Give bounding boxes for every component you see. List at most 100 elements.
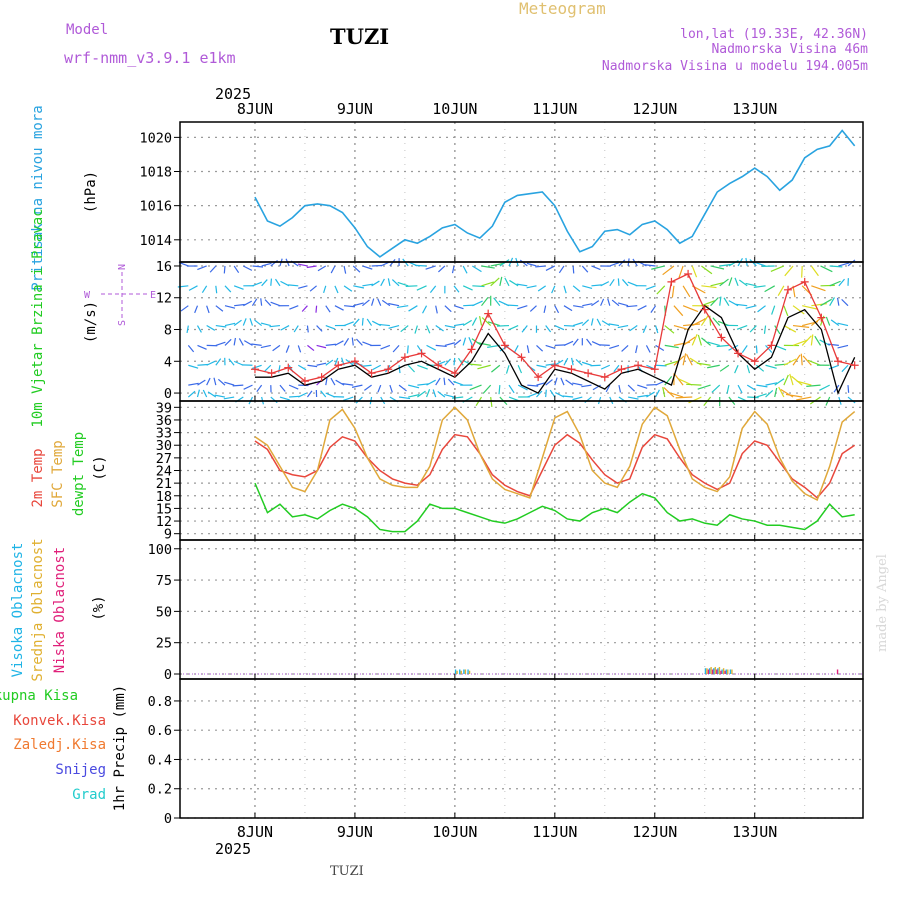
wind-arrow: [468, 364, 481, 365]
wind-arrow: [756, 394, 766, 397]
wind-speed-point: [634, 361, 642, 369]
wind-arrow: [472, 301, 482, 306]
axis-ticks: 1014101610181020048121691215182124273033…: [139, 130, 754, 827]
ytick-label-precip: 0.8: [148, 694, 172, 710]
wind-arrow: [779, 387, 784, 397]
wind-arrow: [326, 378, 327, 385]
wind-arrow: [711, 266, 724, 269]
panel-frame-cloud: [180, 540, 863, 679]
wind-arrow: [622, 279, 628, 285]
wind-unit: (m/s): [83, 301, 99, 343]
meteogram-title: Meteogram: [519, 0, 606, 18]
wind-arrow: [362, 342, 371, 345]
cloud-bar: [710, 667, 711, 674]
wind-arrow: [801, 354, 802, 366]
wind-arrow: [444, 378, 445, 385]
wind-arrow: [372, 281, 380, 286]
wind-arrow: [538, 286, 545, 291]
wind-arrow: [188, 391, 195, 397]
wind-arrow: [298, 286, 307, 288]
wind-arrow: [712, 385, 720, 392]
wind-arrow: [344, 266, 346, 274]
wind-arrow: [806, 385, 820, 386]
wind-arrow: [417, 365, 427, 369]
wind-arrow: [522, 326, 527, 333]
wind-arrow: [582, 362, 591, 365]
wind-arrow: [746, 306, 757, 309]
wind-arrow: [250, 318, 252, 325]
wind-arrow: [517, 306, 527, 309]
wind-arrow: [802, 266, 803, 278]
ytick-label-cloud: 100: [148, 542, 172, 558]
panel-frame-pressure: [180, 122, 863, 262]
wind-arrow: [830, 297, 835, 305]
cloud-bar: [724, 671, 725, 674]
wind-arrow: [527, 286, 537, 288]
wind-arrow: [224, 266, 225, 273]
compass-west: W: [84, 290, 91, 301]
wind-arrow: [765, 286, 775, 292]
wind-arrow: [689, 397, 702, 403]
dewpt-ylabel: dewpt Temp: [71, 432, 87, 516]
wind-arrow: [208, 392, 216, 397]
wind-arrow: [216, 342, 226, 345]
wind-arrow: [582, 304, 592, 306]
wind-arrow: [436, 306, 438, 314]
wind-speed-point: [484, 310, 492, 318]
wind-arrow: [609, 345, 619, 348]
wind-arrow: [747, 365, 749, 373]
wind-arrow: [848, 385, 849, 393]
wind-arrow: [393, 345, 399, 352]
wind-arrow: [582, 320, 588, 326]
wind-arrow: [756, 345, 757, 353]
wind-arrow: [720, 279, 729, 286]
wind-arrow: [215, 395, 225, 397]
wind-arrow: [563, 396, 574, 397]
date-label-bottom: 8JUN: [237, 823, 273, 841]
wind-speed-point: [801, 278, 809, 286]
wind-arrow: [839, 279, 845, 286]
wind-arrow: [546, 326, 551, 332]
altitude-label: Nadmorska Visina 46m: [711, 42, 868, 57]
wind-arrow: [207, 306, 209, 313]
wind-arrow: [302, 306, 307, 312]
wind-arrow: [270, 326, 280, 327]
wind-arrow: [344, 286, 352, 291]
wind-arrow: [229, 359, 234, 365]
wind-arrow: [698, 385, 711, 389]
wind-arrow: [378, 299, 381, 306]
wind-arrow: [535, 266, 545, 267]
wind-arrow: [778, 286, 784, 296]
compass-south: S: [117, 320, 128, 326]
wind-arrow: [796, 397, 811, 400]
wind-arrow: [415, 326, 417, 334]
wind-arrow: [307, 326, 308, 333]
wind-arrow: [218, 379, 225, 385]
wind-arrow: [181, 306, 188, 311]
wind-arrow: [331, 266, 335, 273]
wind-arrow: [318, 266, 326, 271]
wind-arrow: [280, 397, 290, 400]
wind-arrow: [497, 326, 509, 327]
wind-arrow: [683, 286, 690, 297]
wind-arrow: [802, 336, 811, 346]
wind-arrow: [289, 385, 298, 389]
wind-arrow: [454, 324, 464, 326]
wind-arrow: [470, 385, 482, 390]
wind-arrow: [214, 378, 216, 385]
wind-arrow: [738, 385, 742, 393]
wind-arrow: [727, 385, 729, 394]
wind-arrow: [275, 279, 279, 286]
wind-arrow: [372, 265, 382, 266]
wind-arrow: [335, 341, 344, 346]
wind-arrow: [438, 266, 444, 272]
wind-arrow: [793, 326, 809, 328]
wind-arrow: [692, 334, 697, 345]
wind-arrow: [668, 392, 684, 397]
wind-arrow: [573, 306, 583, 308]
wind-arrow: [436, 378, 440, 385]
wind-arrow: [316, 306, 317, 313]
cloud-bar: [456, 671, 457, 674]
